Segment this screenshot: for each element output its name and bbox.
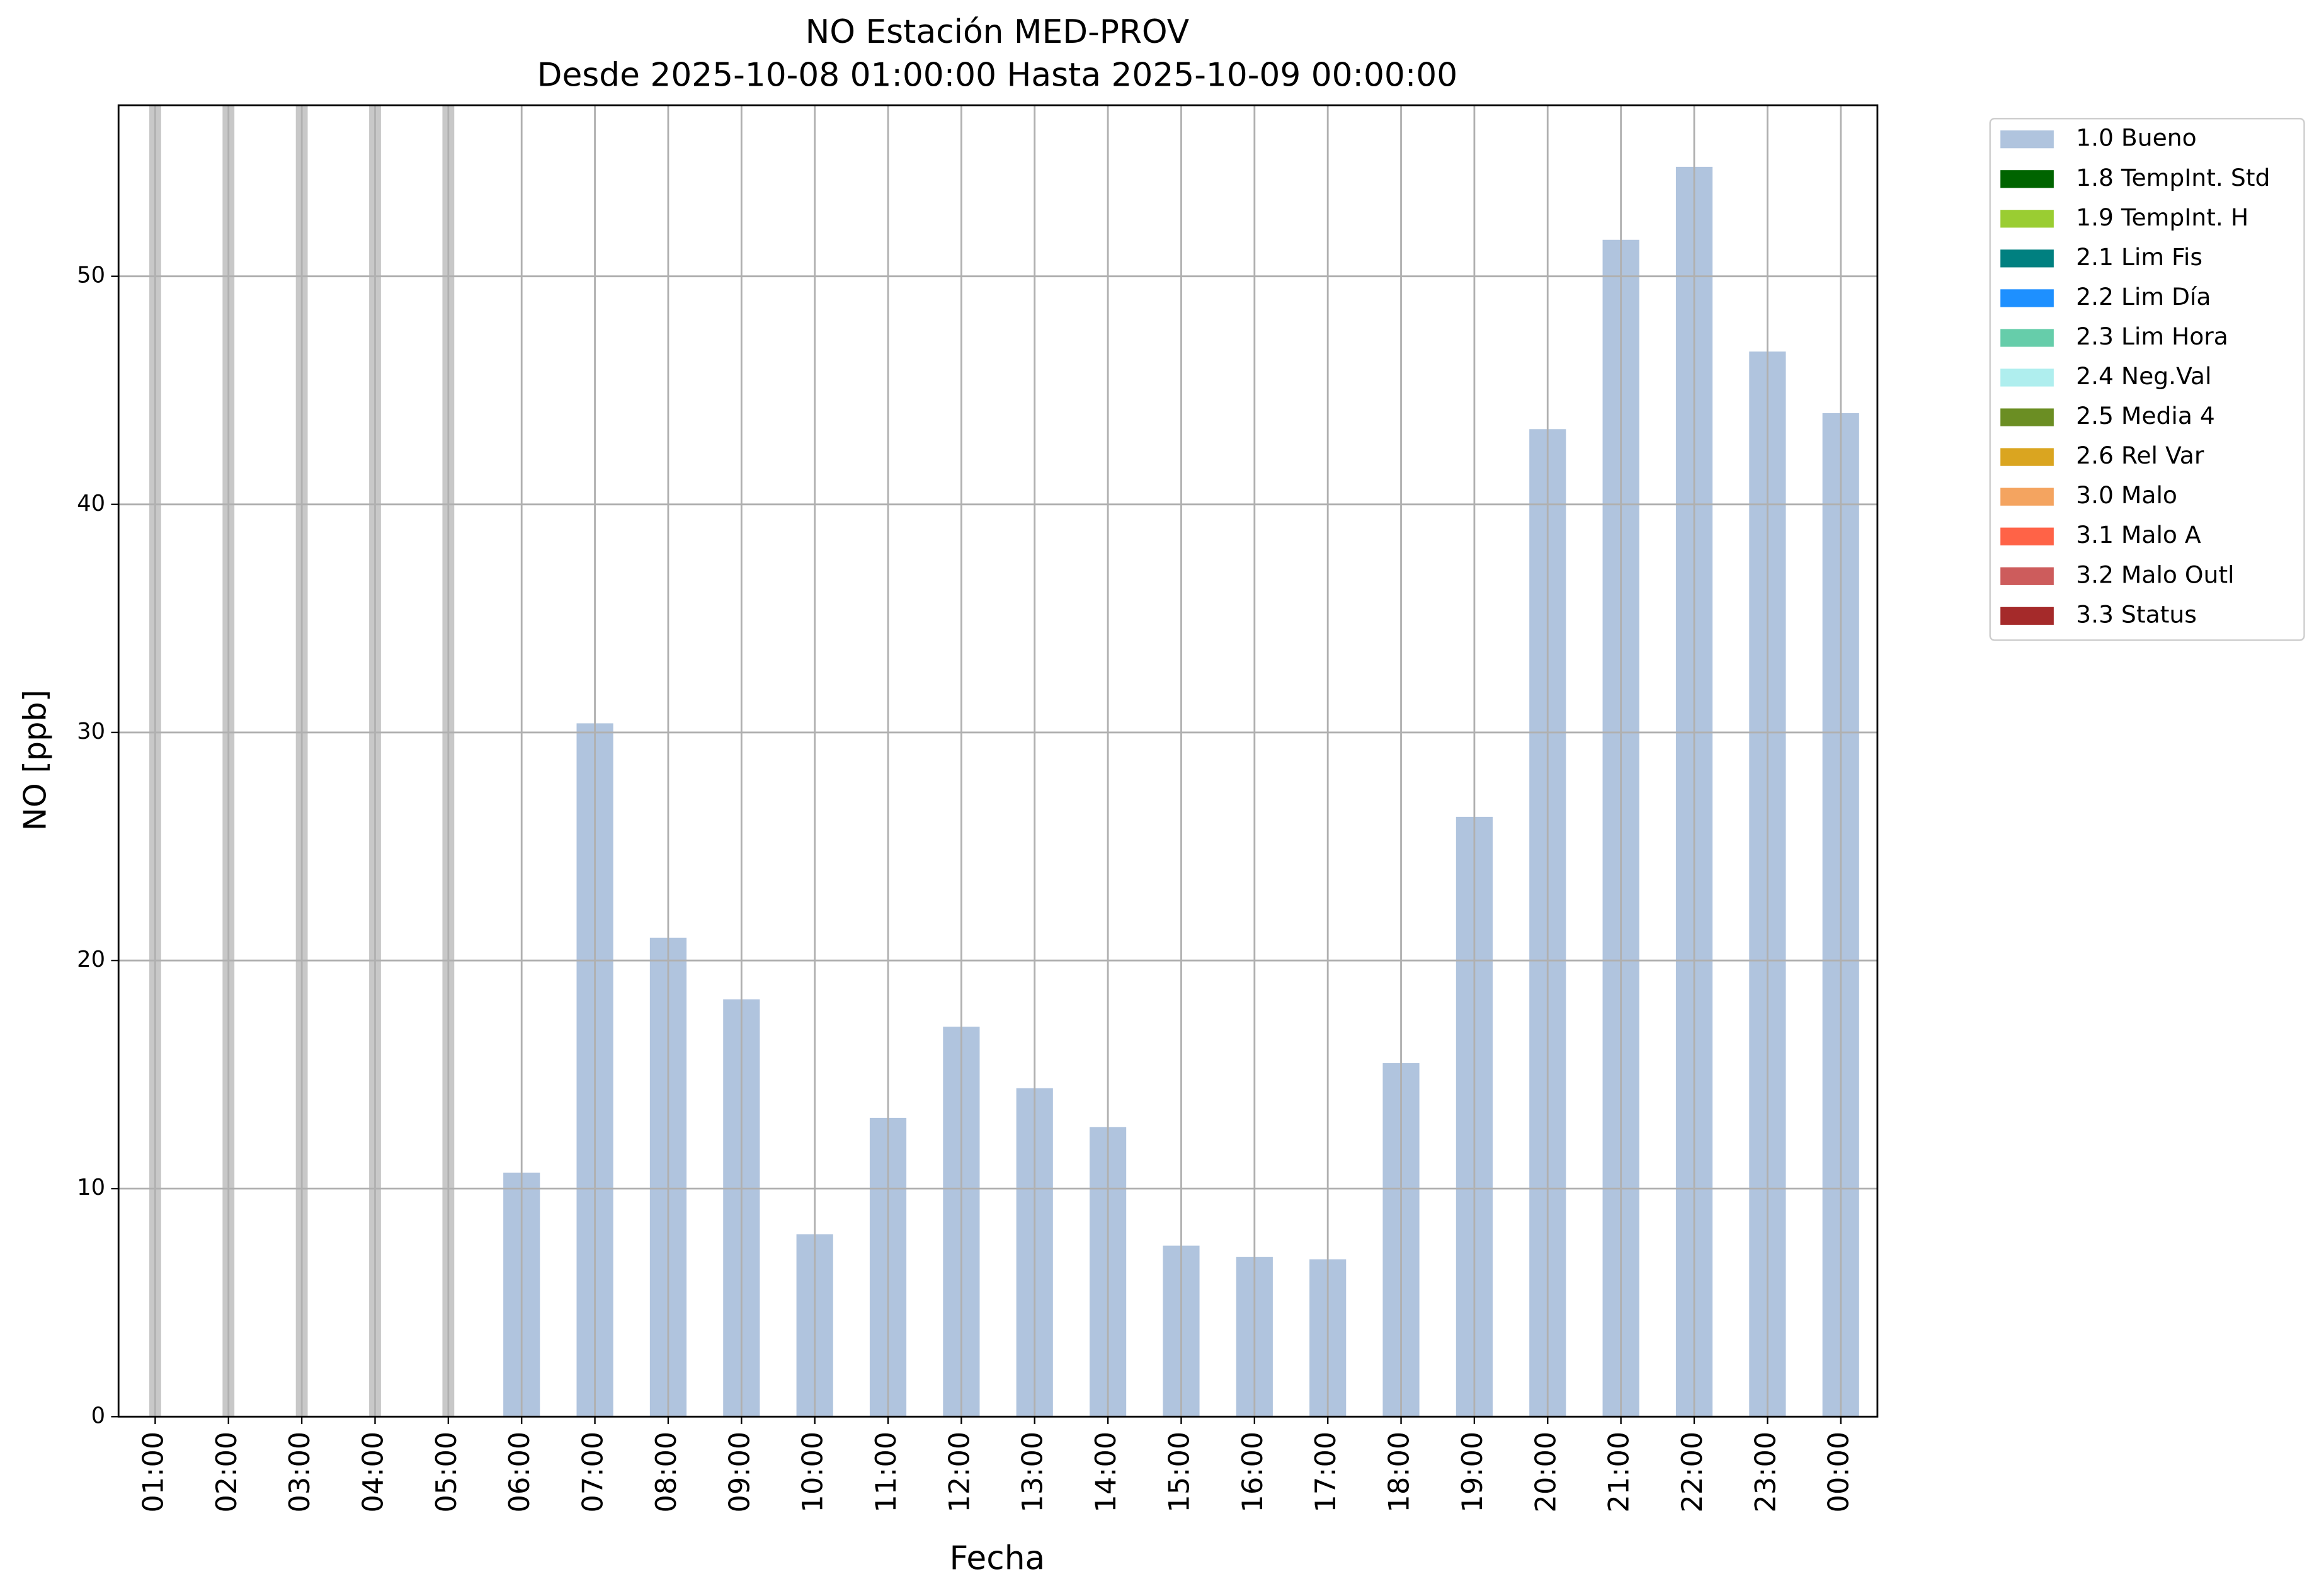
- legend-label: 2.5 Media 4: [2076, 402, 2215, 430]
- legend-swatch: [2000, 170, 2054, 188]
- x-tick-label: 10:00: [797, 1432, 829, 1513]
- legend-swatch: [2000, 527, 2054, 545]
- x-tick-label: 22:00: [1676, 1432, 1709, 1513]
- legend-label: 1.9 TempInt. H: [2076, 203, 2248, 231]
- legend-label: 3.2 Malo Outl: [2076, 561, 2234, 588]
- x-tick-label: 08:00: [650, 1432, 683, 1513]
- x-tick-label: 03:00: [283, 1432, 316, 1513]
- legend-label: 1.8 TempInt. Std: [2076, 164, 2270, 191]
- x-tick-label: 05:00: [430, 1432, 463, 1513]
- x-tick-label: 14:00: [1090, 1432, 1122, 1513]
- y-tick-label: 40: [77, 491, 105, 516]
- legend-label: 2.1 Lim Fis: [2076, 243, 2202, 271]
- y-tick-label: 0: [91, 1403, 105, 1428]
- x-tick-label: 06:00: [503, 1432, 536, 1513]
- x-tick-label: 16:00: [1236, 1432, 1269, 1513]
- x-tick-label: 12:00: [943, 1432, 976, 1513]
- x-tick-label: 01:00: [137, 1432, 169, 1513]
- x-tick-label: 21:00: [1603, 1432, 1636, 1513]
- legend-label: 2.6 Rel Var: [2076, 442, 2204, 469]
- y-axis-label: NO [ppb]: [16, 690, 53, 831]
- legend-label: 1.0 Bueno: [2076, 124, 2196, 152]
- legend-swatch: [2000, 249, 2054, 268]
- legend-swatch: [2000, 607, 2054, 625]
- y-tick-label: 10: [77, 1175, 105, 1200]
- x-tick-label: 13:00: [1017, 1432, 1049, 1513]
- x-tick-label: 04:00: [356, 1432, 389, 1513]
- x-tick-label: 07:00: [577, 1432, 610, 1513]
- legend-label: 3.0 Malo: [2076, 481, 2177, 509]
- legend-label: 3.1 Malo A: [2076, 521, 2201, 549]
- x-tick-label: 18:00: [1383, 1432, 1416, 1513]
- x-tick-label: 15:00: [1163, 1432, 1195, 1513]
- x-tick-label: 09:00: [723, 1432, 756, 1513]
- legend-swatch: [2000, 368, 2054, 387]
- plot-frame: [117, 104, 1879, 1418]
- legend-swatch: [2000, 210, 2054, 228]
- x-tick-label: 17:00: [1309, 1432, 1342, 1513]
- chart-title: NO Estación MED-PROV: [806, 13, 1190, 51]
- y-tick-label: 50: [77, 263, 105, 288]
- chart-subtitle: Desde 2025-10-08 01:00:00 Hasta 2025-10-…: [537, 56, 1458, 94]
- legend-label: 2.3 Lim Hora: [2076, 322, 2228, 350]
- legend-box: [1989, 118, 2305, 641]
- legend-swatch: [2000, 289, 2054, 307]
- legend-swatch: [2000, 130, 2054, 149]
- legend-swatch: [2000, 448, 2054, 466]
- legend-label: 2.4 Neg.Val: [2076, 362, 2211, 390]
- legend-label: 3.3 Status: [2076, 600, 2197, 628]
- x-tick-label: 11:00: [870, 1432, 903, 1513]
- x-tick-label: 23:00: [1749, 1432, 1782, 1513]
- legend-swatch: [2000, 567, 2054, 585]
- x-tick-label: 00:00: [1823, 1432, 1855, 1513]
- x-tick-label: 02:00: [210, 1432, 243, 1513]
- legend-label: 2.2 Lim Día: [2076, 283, 2211, 311]
- x-axis-label: Fecha: [950, 1539, 1046, 1577]
- legend-swatch: [2000, 408, 2054, 426]
- x-tick-label: 19:00: [1456, 1432, 1489, 1513]
- legend-swatch: [2000, 487, 2054, 506]
- y-tick-label: 20: [77, 947, 105, 972]
- x-tick-label: 20:00: [1529, 1432, 1562, 1513]
- legend-swatch: [2000, 329, 2054, 347]
- y-tick-label: 30: [77, 719, 105, 744]
